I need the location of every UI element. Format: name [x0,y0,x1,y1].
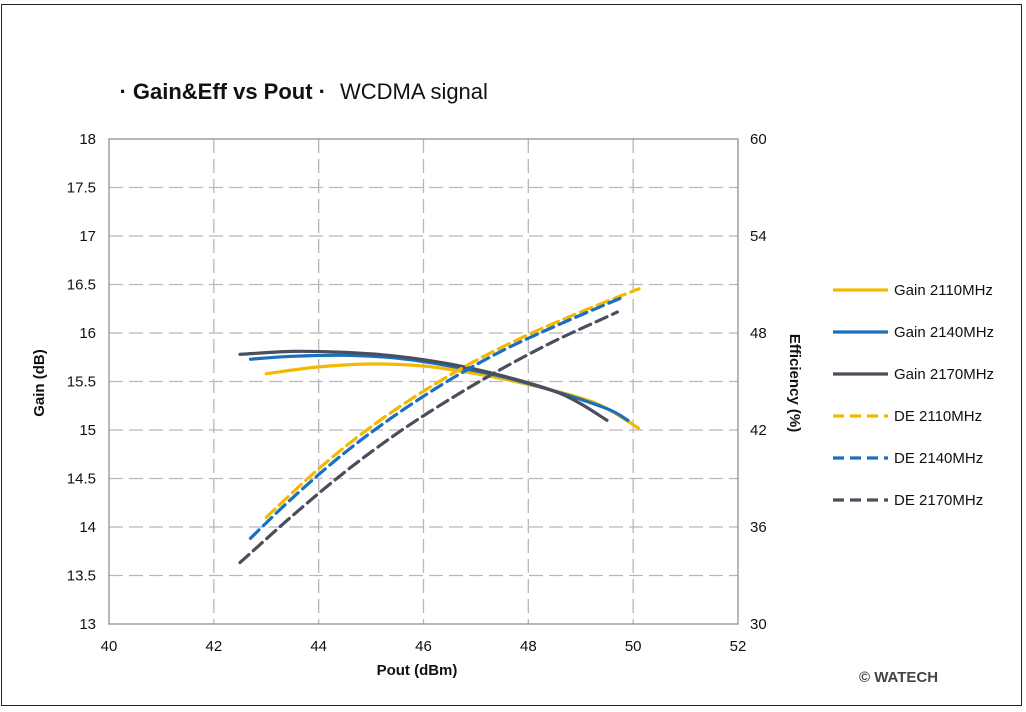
y-tick-label: 15.5 [67,374,96,391]
legend-label: Gain 2110MHz [894,282,993,299]
series-line [248,295,625,540]
legend: Gain 2110MHz Gain 2140MHz Gain 2170MHz DE 2… [833,282,994,509]
y-tick-label: 17.5 [67,180,96,197]
y2-tick-label: 48 [750,325,767,342]
y-tick-label: 14 [79,519,96,536]
series-line [238,349,609,422]
y-tick-label: 15 [79,422,96,439]
y-tick-label: 18 [79,131,96,148]
chart-frame: 40 42 44 46 48 50 52 13 13.5 14 14.5 15 15.5 16 16.5 17… [1,4,1022,706]
series-lines [238,287,641,565]
chart: 40 42 44 46 48 50 52 13 13.5 14 14.5 15 15.5 16 16.5 17… [31,79,994,686]
x-axis-title: Pout (dBm) [377,662,458,679]
x-tick-label: 52 [730,638,747,655]
legend-label: DE 2170MHz [894,492,983,509]
plot-border [108,138,739,625]
series-line [238,310,619,565]
y2-tick-label: 42 [750,422,767,439]
y2-tick-label: 60 [750,131,767,148]
legend-label: Gain 2140MHz [894,324,994,341]
gridlines [109,139,738,624]
legend-label: Gain 2170MHz [894,366,994,383]
y-tick-label: 13 [79,616,96,633]
chart-title: · Gain&Eff vs Pout · [119,79,326,104]
copyright-text: © WATECH [859,669,938,686]
legend-label: DE 2140MHz [894,450,983,467]
y2-axis-title: Efficiency (%) [786,334,803,432]
y-axis-title: Gain (dB) [31,349,48,417]
y2-tick-label: 36 [750,519,767,536]
y2-tick-label: 30 [750,616,767,633]
y2-tick-label: 54 [750,228,767,245]
y-tick-label: 16.5 [67,277,96,294]
y-tick-label: 17 [79,228,96,245]
x-tick-label: 46 [415,638,432,655]
legend-label: DE 2110MHz [894,408,982,425]
series-line [248,353,630,422]
y-tick-label: 13.5 [67,568,96,585]
tick-labels: 40 42 44 46 48 50 52 13 13.5 14 14.5 15 15.5 16 16.5 17… [67,131,767,655]
x-tick-label: 44 [310,638,327,655]
x-tick-label: 40 [101,638,118,655]
series-line [264,287,641,519]
x-tick-label: 48 [520,638,537,655]
x-tick-label: 42 [205,638,222,655]
x-tick-label: 50 [625,638,642,655]
y-tick-label: 14.5 [67,471,96,488]
y-tick-label: 16 [79,325,96,342]
chart-subtitle: WCDMA signal [340,79,488,104]
